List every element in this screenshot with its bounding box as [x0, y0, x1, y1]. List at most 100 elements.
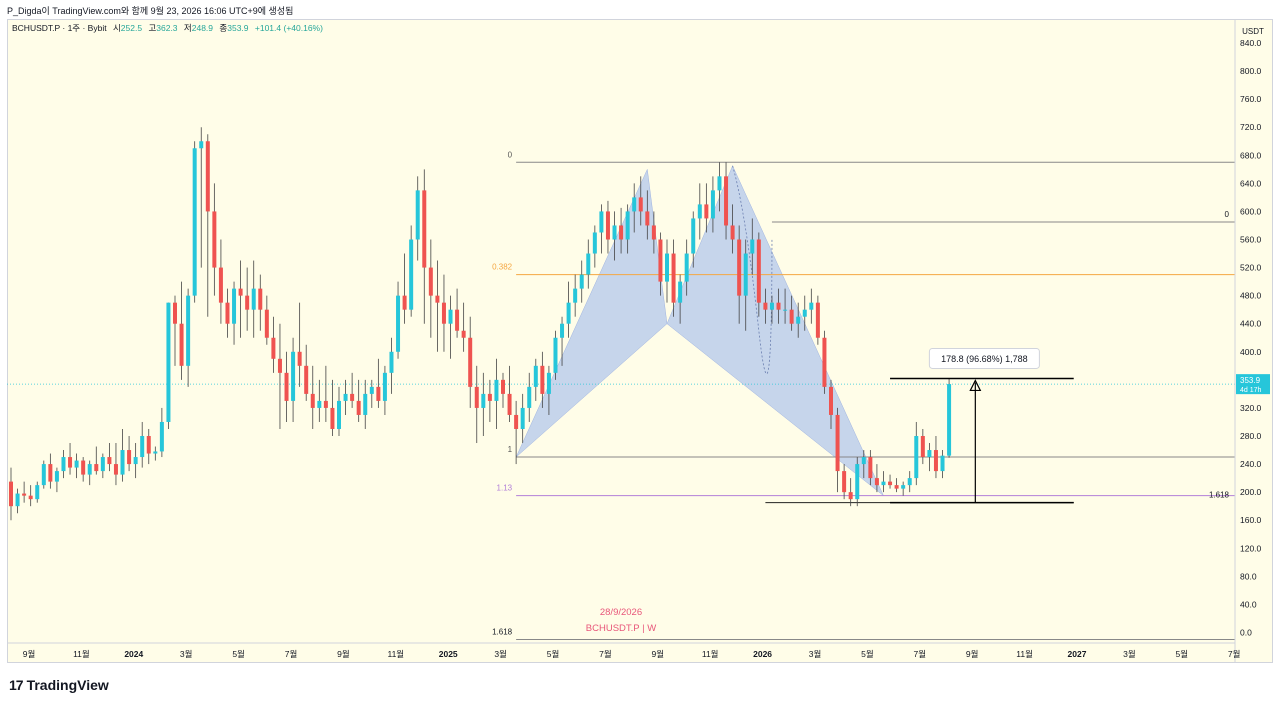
candle-body: [481, 393, 486, 408]
candle: [68, 443, 73, 475]
candle-body: [501, 379, 505, 394]
candle-body: [540, 365, 545, 394]
candle-body: [763, 302, 768, 310]
candle: [494, 358, 499, 429]
legend-low-label: 저: [184, 23, 192, 33]
candle-body: [396, 295, 401, 352]
candle: [61, 450, 66, 479]
candle-body: [468, 337, 473, 387]
candle: [822, 330, 827, 394]
candle: [868, 450, 873, 486]
tradingview-logo-text: TradingView: [26, 677, 109, 693]
candle: [835, 407, 840, 493]
time-tick-label: 11월: [73, 649, 90, 659]
candle: [789, 295, 794, 331]
time-tick-label: 7월: [1228, 649, 1241, 659]
price-axis[interactable]: 0.0 40.0 80.0 120.0 160.0 200.0 240.0 280.0 320.…: [1240, 38, 1262, 638]
legend-close: 353.9: [227, 23, 249, 33]
legend-high: 362.3: [156, 23, 178, 33]
candle: [140, 421, 145, 468]
candle: [396, 281, 401, 359]
candle-body: [179, 323, 184, 366]
candle-body: [441, 302, 446, 324]
candle-body: [94, 464, 99, 472]
candle-body: [409, 239, 414, 310]
time-tick-label: 11월: [387, 649, 404, 659]
watermark-symbol: BCHUSDT.P | W: [586, 623, 656, 634]
candle-body: [678, 281, 683, 303]
candle: [566, 281, 571, 338]
candle-body: [330, 407, 335, 429]
measure-label: 178.8 (96.68%) 1,788: [941, 354, 1028, 364]
candle: [724, 162, 729, 240]
tradingview-logo[interactable]: 17 TradingView: [9, 677, 109, 693]
candle: [238, 260, 243, 338]
candle-body: [842, 471, 847, 493]
time-axis[interactable]: 9월 11월 2024 3월 5월 7월 9월 11월 2025 3월 5월 7월 9월 11월 2026 3…: [23, 649, 1241, 659]
candle: [861, 450, 866, 479]
price-range-measure[interactable]: 178.8 (96.68%) 1,788: [890, 347, 1074, 504]
candle: [481, 372, 486, 436]
candlestick-chart[interactable]: 0 0.382 1 1.13 1.618 0 1.618 178.8 (96.68%) 1,…: [7, 19, 1273, 663]
candle: [927, 443, 932, 472]
price-tick-label: 240.0: [1240, 459, 1262, 469]
candle-body: [874, 478, 879, 486]
candle-body: [586, 253, 591, 275]
candle-body: [947, 384, 952, 456]
candle: [756, 232, 761, 317]
candle-body: [573, 288, 578, 303]
candle-body: [671, 253, 676, 303]
candle-body: [783, 309, 788, 311]
candle-body: [566, 302, 571, 324]
legend-open-label: 시: [113, 23, 121, 33]
candle: [632, 183, 637, 233]
candle: [638, 176, 643, 226]
candle: [901, 481, 906, 496]
top-caption-bar: P_Digda이 TradingView.com와 함께 9월 23, 2026…: [0, 0, 1280, 18]
candle: [323, 365, 328, 422]
candle-body: [632, 197, 637, 212]
candle: [625, 204, 630, 254]
candle-body: [697, 204, 702, 219]
candle-body: [730, 225, 735, 240]
candles-layer: [9, 127, 952, 521]
candle: [186, 288, 191, 387]
candle-body: [68, 457, 73, 468]
candle: [28, 485, 33, 507]
fib-label-0: 0: [508, 150, 513, 159]
candle: [599, 204, 604, 254]
candle-body: [199, 141, 204, 149]
candle: [579, 260, 584, 303]
candle-body: [173, 302, 177, 324]
candle: [468, 316, 473, 408]
legend-symbol: BCHUSDT.P · 1주 · Bybit: [12, 23, 107, 33]
candle: [317, 379, 322, 422]
candle-body: [297, 351, 302, 366]
candle-body: [186, 295, 191, 366]
candle: [409, 225, 414, 317]
candle-body: [350, 393, 355, 401]
candle: [684, 239, 689, 296]
candle: [592, 225, 597, 268]
candle-body: [205, 141, 210, 212]
candle: [474, 365, 479, 444]
candle-body: [120, 450, 125, 475]
harmonic-xab-triangle: [515, 168, 668, 458]
candle-body: [461, 330, 466, 338]
fib-label-0-right: 0: [1225, 210, 1230, 219]
candle: [507, 365, 512, 422]
time-tick-label: 5월: [861, 649, 874, 659]
candle: [874, 464, 879, 493]
candle: [842, 464, 847, 500]
legend-open: 252.5: [121, 23, 143, 33]
candle-body: [888, 481, 893, 486]
tradingview-logo-icon: 17: [9, 677, 24, 693]
candle: [645, 190, 650, 240]
candle-body: [100, 457, 105, 472]
candle: [133, 443, 138, 479]
time-tick-label: 9월: [337, 649, 350, 659]
candle: [277, 323, 282, 429]
legend-change: +101.4 (+40.16%): [255, 23, 323, 33]
candle-body: [625, 211, 630, 240]
candle: [251, 260, 256, 338]
